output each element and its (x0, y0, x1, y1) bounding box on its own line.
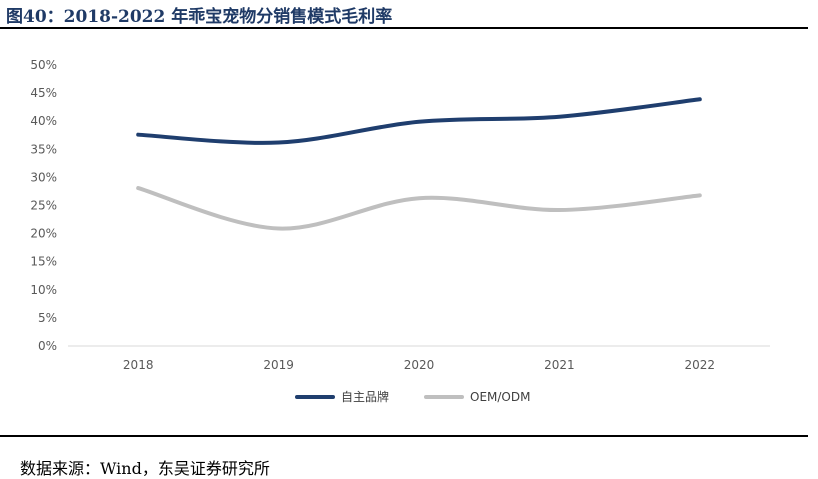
bottom-rule (0, 435, 808, 437)
chart-legend: 自主品牌 OEM/ODM (295, 390, 530, 404)
series-line-0 (136, 97, 702, 145)
y-tick-label: 0% (38, 339, 57, 353)
x-tick-label: 2019 (263, 358, 294, 372)
legend-label: OEM/ODM (470, 390, 530, 404)
y-tick-label: 40% (30, 114, 57, 128)
y-tick-label: 25% (30, 199, 57, 213)
y-tick-label: 20% (30, 227, 57, 241)
y-tick-label: 35% (30, 142, 57, 156)
x-tick-label: 2018 (123, 358, 154, 372)
y-axis-ticks: 0% 5% 10% 15% 20% 25% 30% 35% 40% 45% 50% (30, 58, 57, 353)
y-tick-label: 45% (30, 86, 57, 100)
series-lines (136, 97, 702, 231)
y-tick-label: 15% (30, 255, 57, 269)
figure-title: 图40：2018-2022 年乖宝宠物分销售模式毛利率 (6, 7, 393, 27)
x-axis-ticks: 2018 2019 2020 2021 2022 (123, 358, 715, 372)
top-rule (0, 27, 808, 29)
source-note: 数据来源：Wind，东吴证券研究所 (20, 459, 270, 478)
series-line-1 (136, 186, 702, 231)
x-tick-label: 2021 (544, 358, 575, 372)
y-tick-label: 5% (38, 311, 57, 325)
x-tick-label: 2020 (404, 358, 435, 372)
y-tick-label: 50% (30, 58, 57, 72)
x-tick-label: 2022 (685, 358, 716, 372)
y-tick-label: 30% (30, 170, 57, 184)
y-tick-label: 10% (30, 283, 57, 297)
legend-label: 自主品牌 (341, 390, 389, 404)
